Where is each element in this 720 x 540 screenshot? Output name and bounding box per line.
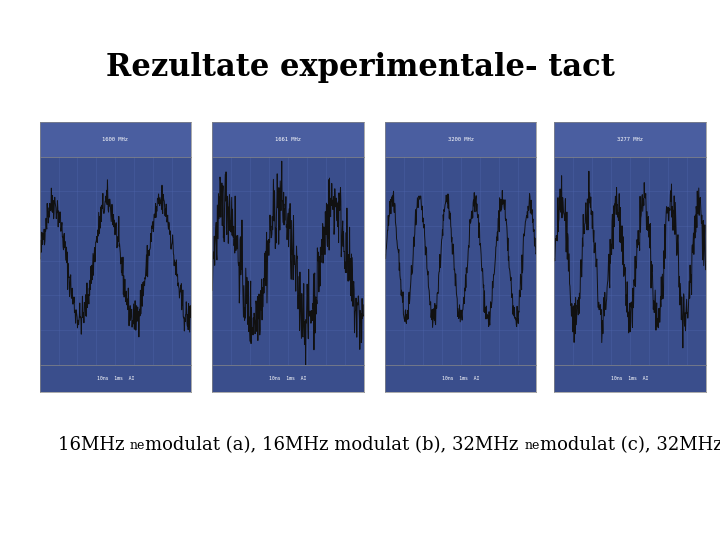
Text: 16MHz: 16MHz [58,436,130,455]
Text: 1661 MHz: 1661 MHz [275,137,301,141]
Text: 3277 MHz: 3277 MHz [617,137,643,141]
Text: ne: ne [130,439,145,452]
Text: modulat (c), 32MHz modulat: modulat (c), 32MHz modulat [540,436,720,455]
Text: 10ns  1ms  AI: 10ns 1ms AI [96,375,134,381]
Text: modulat (a), 16MHz modulat (b), 32MHz: modulat (a), 16MHz modulat (b), 32MHz [145,436,524,455]
Text: 10ns  1ms  AI: 10ns 1ms AI [611,375,649,381]
Text: 1600 MHz: 1600 MHz [102,137,128,141]
Text: 3200 MHz: 3200 MHz [448,137,474,141]
Text: 10ns  1ms  AI: 10ns 1ms AI [269,375,307,381]
Text: ne: ne [524,439,540,452]
Text: Rezultate experimentale- tact: Rezultate experimentale- tact [106,52,614,83]
Text: 10ns  1ms  AI: 10ns 1ms AI [442,375,480,381]
